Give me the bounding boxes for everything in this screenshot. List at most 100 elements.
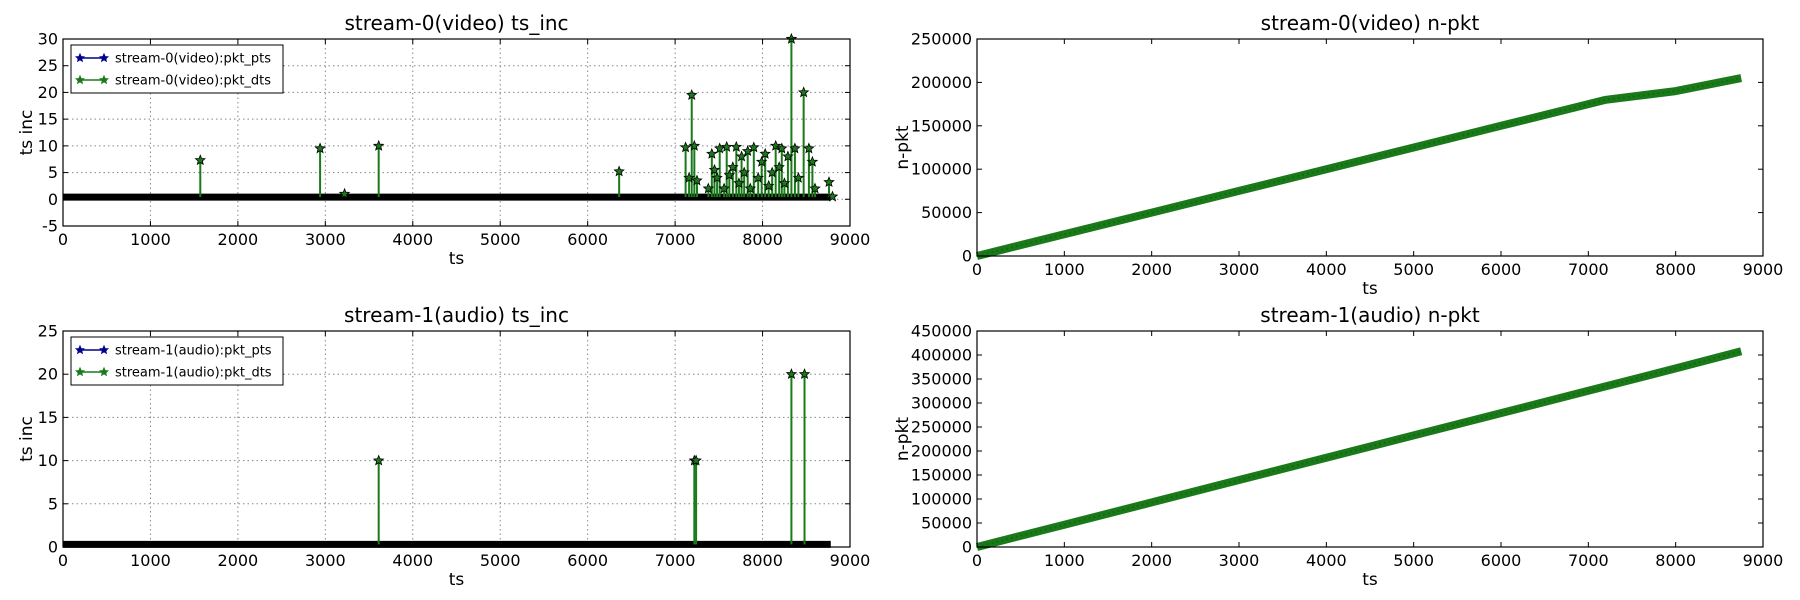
legend-star-icon xyxy=(74,366,86,377)
data-point xyxy=(748,141,760,153)
x-tick-label: 6000 xyxy=(1481,260,1522,279)
y-tick-label: 50000 xyxy=(921,203,972,222)
x-tick-label: 0 xyxy=(972,551,982,570)
x-tick-label: 7000 xyxy=(1568,551,1609,570)
data-point xyxy=(720,140,733,152)
y-tick-label: 20 xyxy=(38,365,58,384)
x-tick-label: 9000 xyxy=(830,230,871,249)
data-point xyxy=(744,182,757,194)
y-tick-label: 25 xyxy=(38,56,58,75)
x-tick-label: 1000 xyxy=(1044,551,1085,570)
x-tick-label: 4000 xyxy=(392,551,433,570)
x-tick-label: 7000 xyxy=(655,551,696,570)
data-point xyxy=(809,182,821,194)
x-tick-label: 1000 xyxy=(130,551,171,570)
x-tick-label: 7000 xyxy=(1568,260,1609,279)
x-tick-label: 5000 xyxy=(480,551,521,570)
data-point xyxy=(738,166,750,178)
data-point xyxy=(194,154,206,166)
data-point xyxy=(727,161,739,173)
legend-entry-label: stream-1(audio):pkt_dts xyxy=(115,366,272,381)
legend-entry-label: stream-1(audio):pkt_pts xyxy=(115,344,272,359)
data-point xyxy=(782,150,794,162)
series-line xyxy=(976,74,1742,260)
x-tick-label: 0 xyxy=(972,260,982,279)
y-axis-label: n-pkt xyxy=(893,125,913,170)
y-tick-label: 100000 xyxy=(911,160,972,179)
axes-frame xyxy=(62,330,851,548)
axes-frame xyxy=(976,38,1764,257)
y-tick-label: 150000 xyxy=(911,466,972,485)
data-point xyxy=(773,161,785,173)
data-point xyxy=(823,176,835,188)
y-tick-label: 10 xyxy=(38,451,58,470)
y-tick-label: 200000 xyxy=(911,73,972,92)
x-tick-label: 2000 xyxy=(218,551,259,570)
data-point xyxy=(702,182,715,194)
x-tick-label: 2000 xyxy=(218,230,259,249)
x-axis-label: ts xyxy=(449,249,465,269)
x-tick-label: 9000 xyxy=(830,551,871,570)
data-point xyxy=(730,140,743,152)
data-point xyxy=(613,165,625,177)
x-tick-label: 8000 xyxy=(1655,551,1696,570)
data-point xyxy=(338,187,351,199)
y-tick-label: 0 xyxy=(48,538,58,557)
data-point xyxy=(723,169,736,181)
data-point xyxy=(683,171,695,183)
data-point xyxy=(686,89,698,100)
chart-title: stream-1(audio) n-pkt xyxy=(1260,303,1480,327)
data-point xyxy=(679,141,692,153)
x-tick-label: 4000 xyxy=(392,230,433,249)
legend-star-icon xyxy=(74,74,86,85)
legend-entry-label: stream-0(video):pkt_dts xyxy=(115,74,271,89)
data-point xyxy=(803,142,815,154)
x-tick-label: 6000 xyxy=(567,230,608,249)
y-tick-label: 0 xyxy=(962,538,972,557)
data-point xyxy=(797,86,810,98)
x-tick-label: 5000 xyxy=(480,230,521,249)
y-tick-label: 450000 xyxy=(911,322,972,341)
legend-star-icon xyxy=(74,52,86,63)
x-tick-label: 3000 xyxy=(1219,551,1260,570)
x-tick-label: 1000 xyxy=(130,230,171,249)
x-tick-label: 4000 xyxy=(1306,551,1347,570)
data-point xyxy=(691,174,703,186)
legend-star-icon xyxy=(98,74,110,85)
x-tick-label: 7000 xyxy=(655,230,696,249)
x-tick-label: 0 xyxy=(58,230,68,249)
x-tick-label: 2000 xyxy=(1131,551,1172,570)
y-tick-label: 20 xyxy=(38,83,58,102)
data-point xyxy=(826,190,839,202)
y-axis-label: ts inc xyxy=(17,416,37,462)
data-point xyxy=(806,155,819,167)
y-axis-label: n-pkt xyxy=(893,417,913,462)
panel-p1: 0 1000 2000 3000 4000 5000 6000 7000 8000 9000-50… xyxy=(17,11,870,269)
data-point xyxy=(789,142,801,154)
data-point xyxy=(762,179,775,191)
y-tick-label: 300000 xyxy=(911,394,972,413)
data-point xyxy=(755,155,768,167)
y-tick-label: 250000 xyxy=(911,418,972,437)
y-tick-label: 150000 xyxy=(911,116,972,135)
x-tick-label: 3000 xyxy=(1219,260,1260,279)
x-tick-label: 8000 xyxy=(742,551,783,570)
chart-title: stream-1(audio) ts_inc xyxy=(344,303,569,327)
series-line-markers xyxy=(976,77,1742,257)
y-tick-label: 10 xyxy=(38,136,58,155)
data-point xyxy=(792,171,805,183)
y-tick-label: -5 xyxy=(42,217,58,236)
y-tick-label: 0 xyxy=(48,190,58,209)
x-tick-label: 6000 xyxy=(567,551,608,570)
y-tick-label: 15 xyxy=(38,110,58,129)
chart-title: stream-0(video) ts_inc xyxy=(344,11,568,35)
y-tick-label: 50000 xyxy=(921,514,972,533)
panel-p2: 0 1000 2000 3000 4000 5000 6000 7000 8000 9000 0 50… xyxy=(893,11,1783,299)
x-tick-label: 8000 xyxy=(1655,260,1696,279)
data-point xyxy=(690,454,702,466)
y-tick-label: 25 xyxy=(38,322,58,341)
y-tick-label: 0 xyxy=(962,247,972,266)
data-point xyxy=(372,139,385,151)
y-tick-label: 5 xyxy=(48,494,58,513)
